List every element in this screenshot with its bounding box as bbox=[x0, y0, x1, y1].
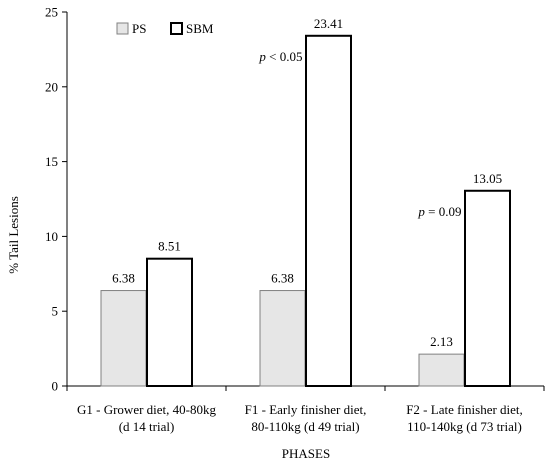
x-tick-label-line: F1 - Early finisher diet, bbox=[245, 402, 367, 417]
data-label-ps: 6.38 bbox=[112, 271, 135, 286]
x-tick-label: F1 - Early finisher diet, 80-110kg (d 49 … bbox=[245, 402, 367, 434]
data-label-ps: 6.38 bbox=[271, 271, 294, 286]
y-tick-label: 25 bbox=[45, 5, 58, 20]
bar-ps bbox=[418, 353, 465, 387]
y-tick-label: 20 bbox=[45, 79, 58, 94]
bar-ps bbox=[259, 290, 306, 387]
p-value-annotation: p < 0.05 bbox=[258, 49, 302, 64]
x-tick-label-line: 80-110kg (d 49 trial) bbox=[251, 419, 359, 434]
x-tick-label: G1 - Grower diet, 40-80kg (d 14 trial) bbox=[77, 402, 216, 434]
data-label-sbm: 8.51 bbox=[158, 239, 181, 254]
legend-swatch-sbm bbox=[170, 22, 183, 35]
bar-ps bbox=[100, 290, 147, 387]
p-value-text: = 0.09 bbox=[425, 204, 462, 219]
y-tick-label: 5 bbox=[52, 304, 59, 319]
y-tick-label: 15 bbox=[45, 154, 58, 169]
data-label-sbm: 13.05 bbox=[473, 171, 502, 186]
data-label-ps: 2.13 bbox=[430, 334, 453, 349]
p-value-text: < 0.05 bbox=[266, 49, 303, 64]
data-label-sbm: 23.41 bbox=[314, 16, 343, 31]
bars bbox=[100, 34, 511, 387]
p-value-symbol: p bbox=[417, 204, 425, 219]
x-axis-title: PHASES bbox=[282, 446, 330, 461]
x-tick-label-line: G1 - Grower diet, 40-80kg bbox=[77, 402, 216, 417]
bar-sbm bbox=[464, 189, 511, 387]
legend-label-sbm: SBM bbox=[186, 21, 214, 36]
bar-sbm bbox=[305, 34, 352, 387]
x-tick-label: F2 - Late finisher diet, 110-140kg (d 73 … bbox=[406, 402, 523, 434]
legend: PS SBM bbox=[116, 21, 214, 36]
axes: 0 5 10 15 20 25 G1 - Grower diet, 40-80kg (d 14… bbox=[45, 5, 545, 434]
y-tick-label: 0 bbox=[52, 379, 59, 394]
legend-label-ps: PS bbox=[132, 21, 146, 36]
x-tick-label-line: (d 14 trial) bbox=[119, 419, 175, 434]
y-tick-label: 10 bbox=[45, 229, 58, 244]
x-tick-label-line: F2 - Late finisher diet, bbox=[406, 402, 523, 417]
p-value-symbol: p bbox=[258, 49, 266, 64]
y-axis-title: % Tail Lesions bbox=[6, 196, 21, 274]
p-value-annotation: p = 0.09 bbox=[417, 204, 461, 219]
bar-sbm bbox=[146, 257, 193, 387]
legend-swatch-ps bbox=[116, 22, 129, 35]
x-tick-label-line: 110-140kg (d 73 trial) bbox=[407, 419, 522, 434]
